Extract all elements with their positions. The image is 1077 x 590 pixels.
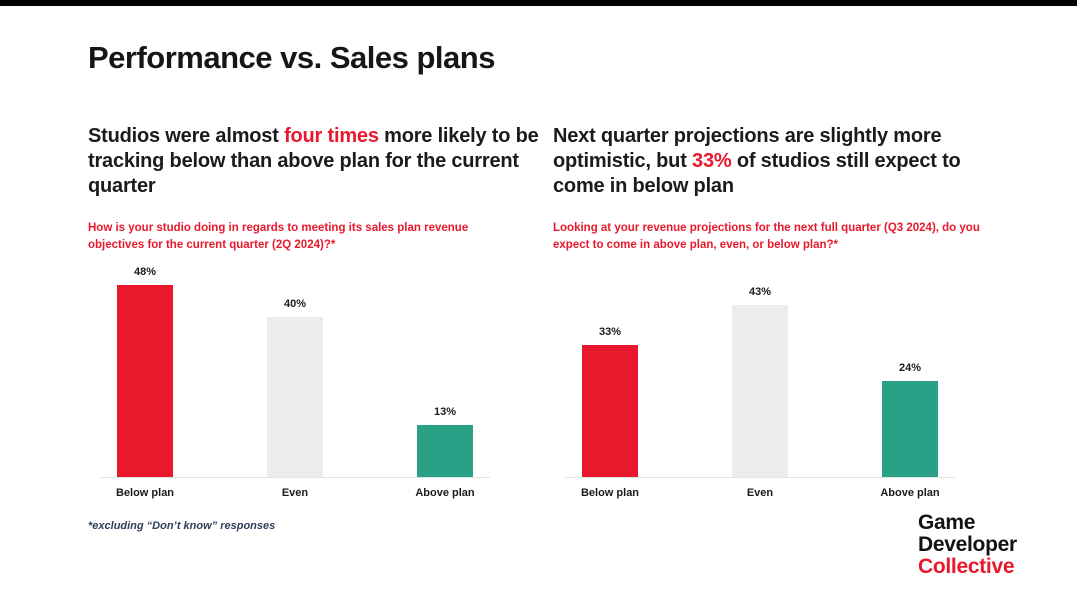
bar-group-above-plan: 13% xyxy=(400,406,490,477)
bar-group-below-plan: 33% xyxy=(565,326,655,477)
bar-group-below-plan: 48% xyxy=(100,266,190,477)
bar-value-label: 40% xyxy=(283,298,307,310)
bar-category-label: Below plan xyxy=(580,487,640,499)
bar-category-label: Above plan xyxy=(415,487,475,499)
bar-category-label: Above plan xyxy=(880,487,940,499)
bar-value-label: 13% xyxy=(433,406,457,418)
bar-group-even: 43% xyxy=(715,286,805,477)
bar-category-label: Below plan xyxy=(115,487,175,499)
bar xyxy=(882,381,938,477)
bar xyxy=(732,305,788,477)
bar-value-label: 43% xyxy=(748,286,772,298)
footnote: *excluding “Don’t know” responses xyxy=(88,520,276,532)
chart-current-quarter: 48% 40% 13% Below plan Even Above plan xyxy=(100,256,490,499)
right-headline-prefix: Next quarter projections are slightly mo… xyxy=(553,125,942,172)
logo-line-collective: Collective xyxy=(918,555,1015,578)
chart-plot: 48% 40% 13% xyxy=(100,256,490,478)
bar xyxy=(417,425,473,477)
logo-line-developer: Developer xyxy=(918,533,1017,556)
chart-category-row: Below plan Even Above plan xyxy=(565,487,955,499)
chart-next-quarter: 33% 43% 24% Below plan Even Above plan xyxy=(565,256,955,499)
left-survey-question: How is your studio doing in regards to m… xyxy=(88,222,469,252)
bar xyxy=(582,345,638,477)
bar-category-label: Even xyxy=(746,487,774,499)
bar-value-label: 48% xyxy=(133,266,157,278)
left-headline-suffix: more likely to be tracking below than ab… xyxy=(88,125,539,197)
bar xyxy=(117,285,173,477)
page-title: Performance vs. Sales plans xyxy=(88,40,495,75)
bar-group-above-plan: 24% xyxy=(865,362,955,477)
left-headline: Studios were almost four times more like… xyxy=(88,124,540,198)
chart-plot: 33% 43% 24% xyxy=(565,256,955,478)
bar-group-even: 40% xyxy=(250,298,340,477)
bar xyxy=(267,317,323,477)
left-headline-highlight: four times xyxy=(284,125,379,147)
left-headline-prefix: Studios were almost xyxy=(88,125,285,147)
bar-category-label: Even xyxy=(281,487,309,499)
logo-game-developer-collective: Game Developer Collective xyxy=(918,512,1017,578)
right-headline-suffix: of studios still expect to come in below… xyxy=(553,149,961,197)
right-headline: Next quarter projections are slightly mo… xyxy=(553,124,985,198)
right-survey-question: Looking at your revenue projections for … xyxy=(553,222,980,252)
bar-value-label: 24% xyxy=(898,362,922,374)
top-strip xyxy=(0,0,1077,6)
right-headline-highlight: 33% xyxy=(692,149,732,172)
bar-value-label: 33% xyxy=(598,326,622,338)
logo-line-game: Game xyxy=(918,511,976,534)
chart-category-row: Below plan Even Above plan xyxy=(100,487,490,499)
